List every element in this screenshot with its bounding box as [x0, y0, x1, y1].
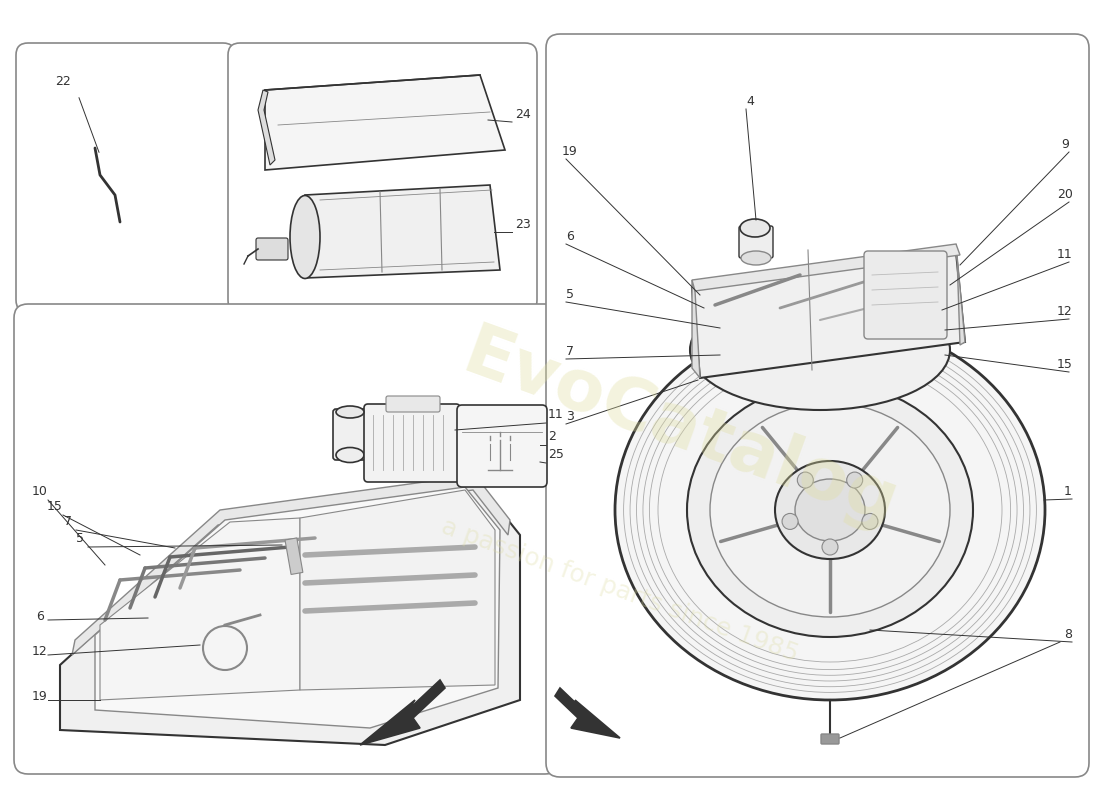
FancyBboxPatch shape [386, 396, 440, 412]
FancyBboxPatch shape [821, 734, 839, 744]
Text: 12: 12 [1057, 305, 1072, 318]
Polygon shape [95, 487, 500, 728]
Text: 10: 10 [32, 485, 48, 498]
FancyBboxPatch shape [456, 405, 547, 487]
Ellipse shape [690, 290, 950, 410]
Ellipse shape [290, 195, 320, 278]
Ellipse shape [740, 219, 770, 237]
Polygon shape [72, 475, 510, 655]
Text: 5: 5 [566, 288, 574, 301]
Ellipse shape [336, 406, 364, 418]
Polygon shape [300, 490, 495, 690]
FancyBboxPatch shape [546, 34, 1089, 777]
Circle shape [822, 539, 838, 555]
Text: 9: 9 [1062, 138, 1069, 151]
Text: 25: 25 [548, 448, 564, 461]
Ellipse shape [776, 461, 886, 559]
FancyBboxPatch shape [864, 251, 947, 339]
Text: a passion for parts since 1985: a passion for parts since 1985 [438, 514, 802, 666]
Circle shape [782, 514, 799, 530]
Text: 4: 4 [746, 95, 754, 108]
Text: 7: 7 [64, 515, 72, 528]
Polygon shape [305, 185, 500, 278]
Ellipse shape [336, 447, 364, 462]
Ellipse shape [688, 383, 974, 637]
Polygon shape [100, 518, 300, 700]
Circle shape [798, 472, 813, 488]
Text: 1: 1 [1064, 485, 1071, 498]
Polygon shape [556, 688, 620, 738]
Ellipse shape [615, 320, 1045, 700]
Text: 6: 6 [36, 610, 44, 623]
FancyBboxPatch shape [228, 43, 537, 312]
Text: 15: 15 [1057, 358, 1072, 371]
Text: 11: 11 [548, 408, 563, 421]
Polygon shape [956, 244, 965, 345]
Ellipse shape [710, 403, 950, 617]
Text: 7: 7 [566, 345, 574, 358]
Text: 19: 19 [562, 145, 578, 158]
Polygon shape [265, 75, 505, 170]
Text: 15: 15 [47, 500, 63, 513]
Text: 22: 22 [55, 75, 70, 88]
Polygon shape [360, 680, 446, 745]
Text: 12: 12 [32, 645, 48, 658]
FancyBboxPatch shape [16, 43, 235, 312]
Polygon shape [692, 252, 965, 378]
Circle shape [862, 514, 878, 530]
Text: 5: 5 [76, 532, 84, 545]
Polygon shape [692, 244, 960, 291]
FancyBboxPatch shape [256, 238, 288, 260]
Text: 19: 19 [32, 690, 48, 703]
Polygon shape [258, 90, 275, 165]
FancyBboxPatch shape [14, 304, 559, 774]
Polygon shape [60, 485, 520, 745]
Text: 2: 2 [548, 430, 556, 443]
FancyBboxPatch shape [364, 404, 460, 482]
Text: 3: 3 [566, 410, 574, 423]
Text: 8: 8 [1064, 628, 1072, 641]
Polygon shape [692, 280, 700, 378]
Circle shape [847, 472, 862, 488]
Text: 24: 24 [515, 108, 530, 121]
Ellipse shape [795, 479, 865, 541]
Text: EvoCatalog: EvoCatalog [453, 319, 906, 541]
FancyBboxPatch shape [739, 226, 773, 258]
Text: 6: 6 [566, 230, 574, 243]
FancyBboxPatch shape [333, 409, 367, 460]
Bar [285, 538, 303, 574]
Text: 20: 20 [1057, 188, 1072, 201]
Text: 23: 23 [515, 218, 530, 231]
Text: 11: 11 [1057, 248, 1072, 261]
Ellipse shape [741, 251, 771, 265]
